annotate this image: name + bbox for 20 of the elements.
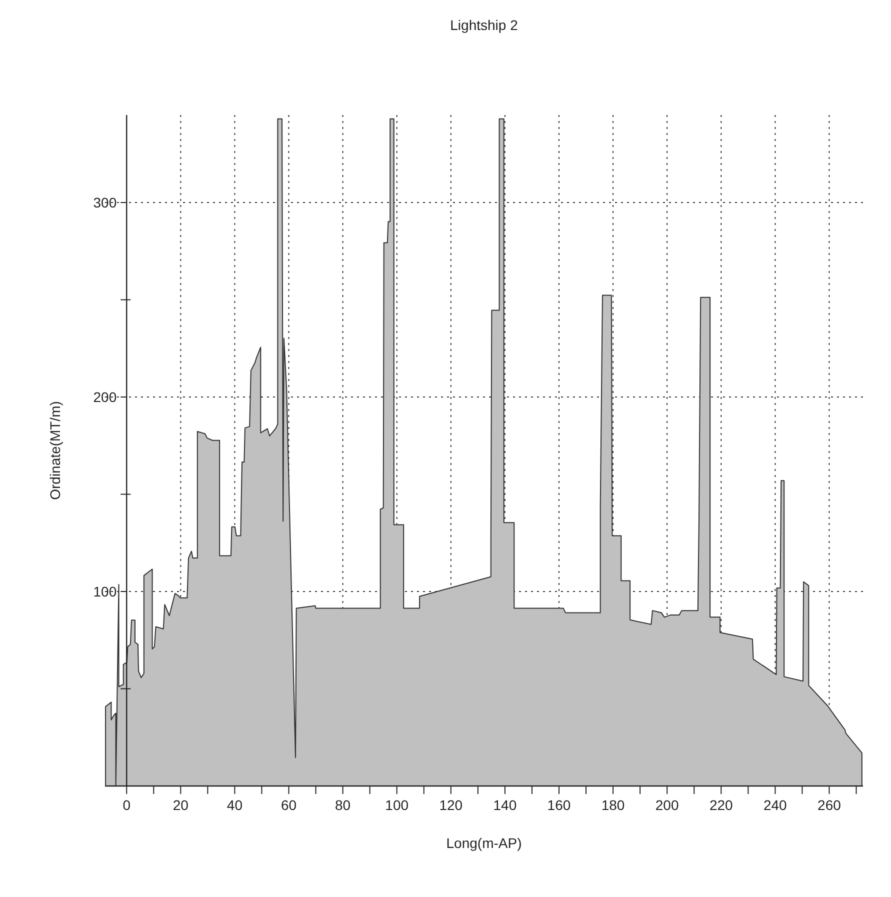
y-tick-label: 300: [93, 194, 117, 211]
x-tick-label: 120: [439, 797, 463, 813]
x-tick-label: 100: [385, 797, 409, 813]
x-axis-title: Long(m-AP): [446, 835, 522, 851]
x-tick-label: 80: [335, 797, 351, 813]
x-tick-label: 20: [172, 797, 189, 813]
x-tick-label: 0: [122, 797, 131, 813]
x-tick-label: 240: [763, 797, 788, 813]
y-axis-title: Ordinate(MT/m): [47, 401, 63, 500]
x-tick-label: 160: [547, 797, 571, 813]
y-tick-label: 200: [93, 389, 117, 406]
x-tick-label: 260: [818, 797, 842, 813]
x-tick-label: 60: [280, 797, 297, 813]
y-tick-label: 100: [93, 584, 117, 600]
x-tick-label: 220: [709, 797, 734, 813]
x-tick-label: 140: [493, 797, 517, 813]
x-tick-label: 200: [655, 797, 679, 813]
x-tick-label: 180: [601, 797, 625, 813]
x-tick-label: 40: [226, 797, 243, 813]
chart-title: Lightship 2: [450, 17, 518, 33]
